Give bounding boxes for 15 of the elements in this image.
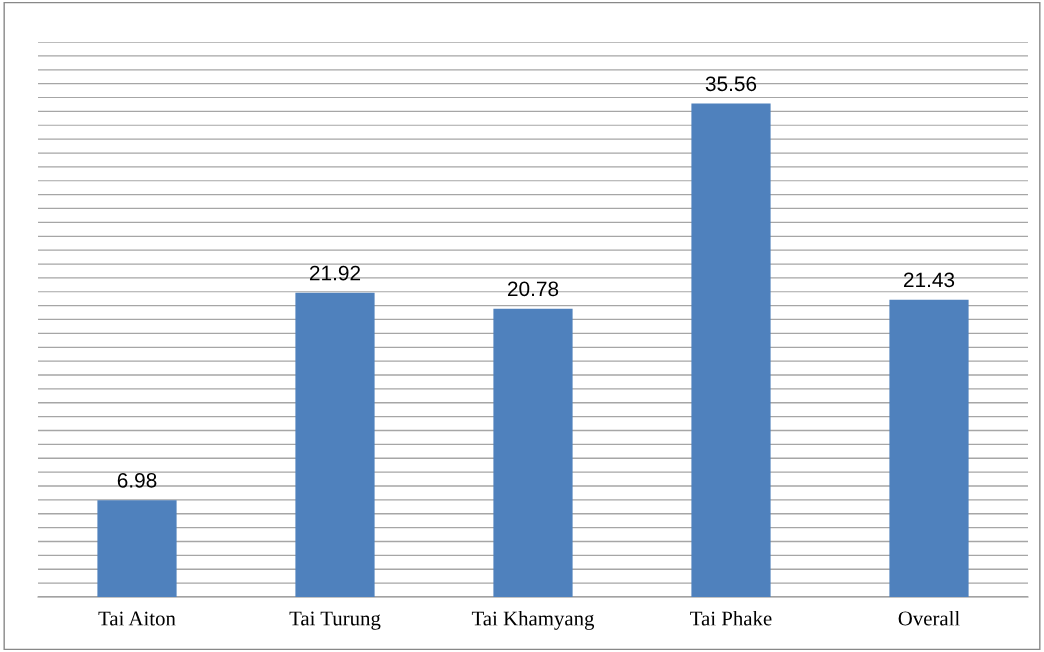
data-label: 6.98 xyxy=(117,472,157,488)
bar xyxy=(889,299,969,597)
x-tick-label: Tai Phake xyxy=(690,610,772,626)
data-label: 35.56 xyxy=(705,76,757,92)
bar xyxy=(97,500,177,597)
x-tick-label: Tai Aiton xyxy=(98,611,176,626)
x-tick-label: Tai Turung xyxy=(289,611,381,630)
bar xyxy=(691,103,771,597)
data-label: 20.78 xyxy=(507,281,559,297)
bar xyxy=(295,292,375,597)
bar xyxy=(493,308,573,597)
data-label: 21.92 xyxy=(309,265,361,281)
data-label: 21.43 xyxy=(903,272,955,288)
x-tick-label: Overall xyxy=(898,610,960,626)
x-tick-label: Tai Khamyang xyxy=(471,610,595,630)
